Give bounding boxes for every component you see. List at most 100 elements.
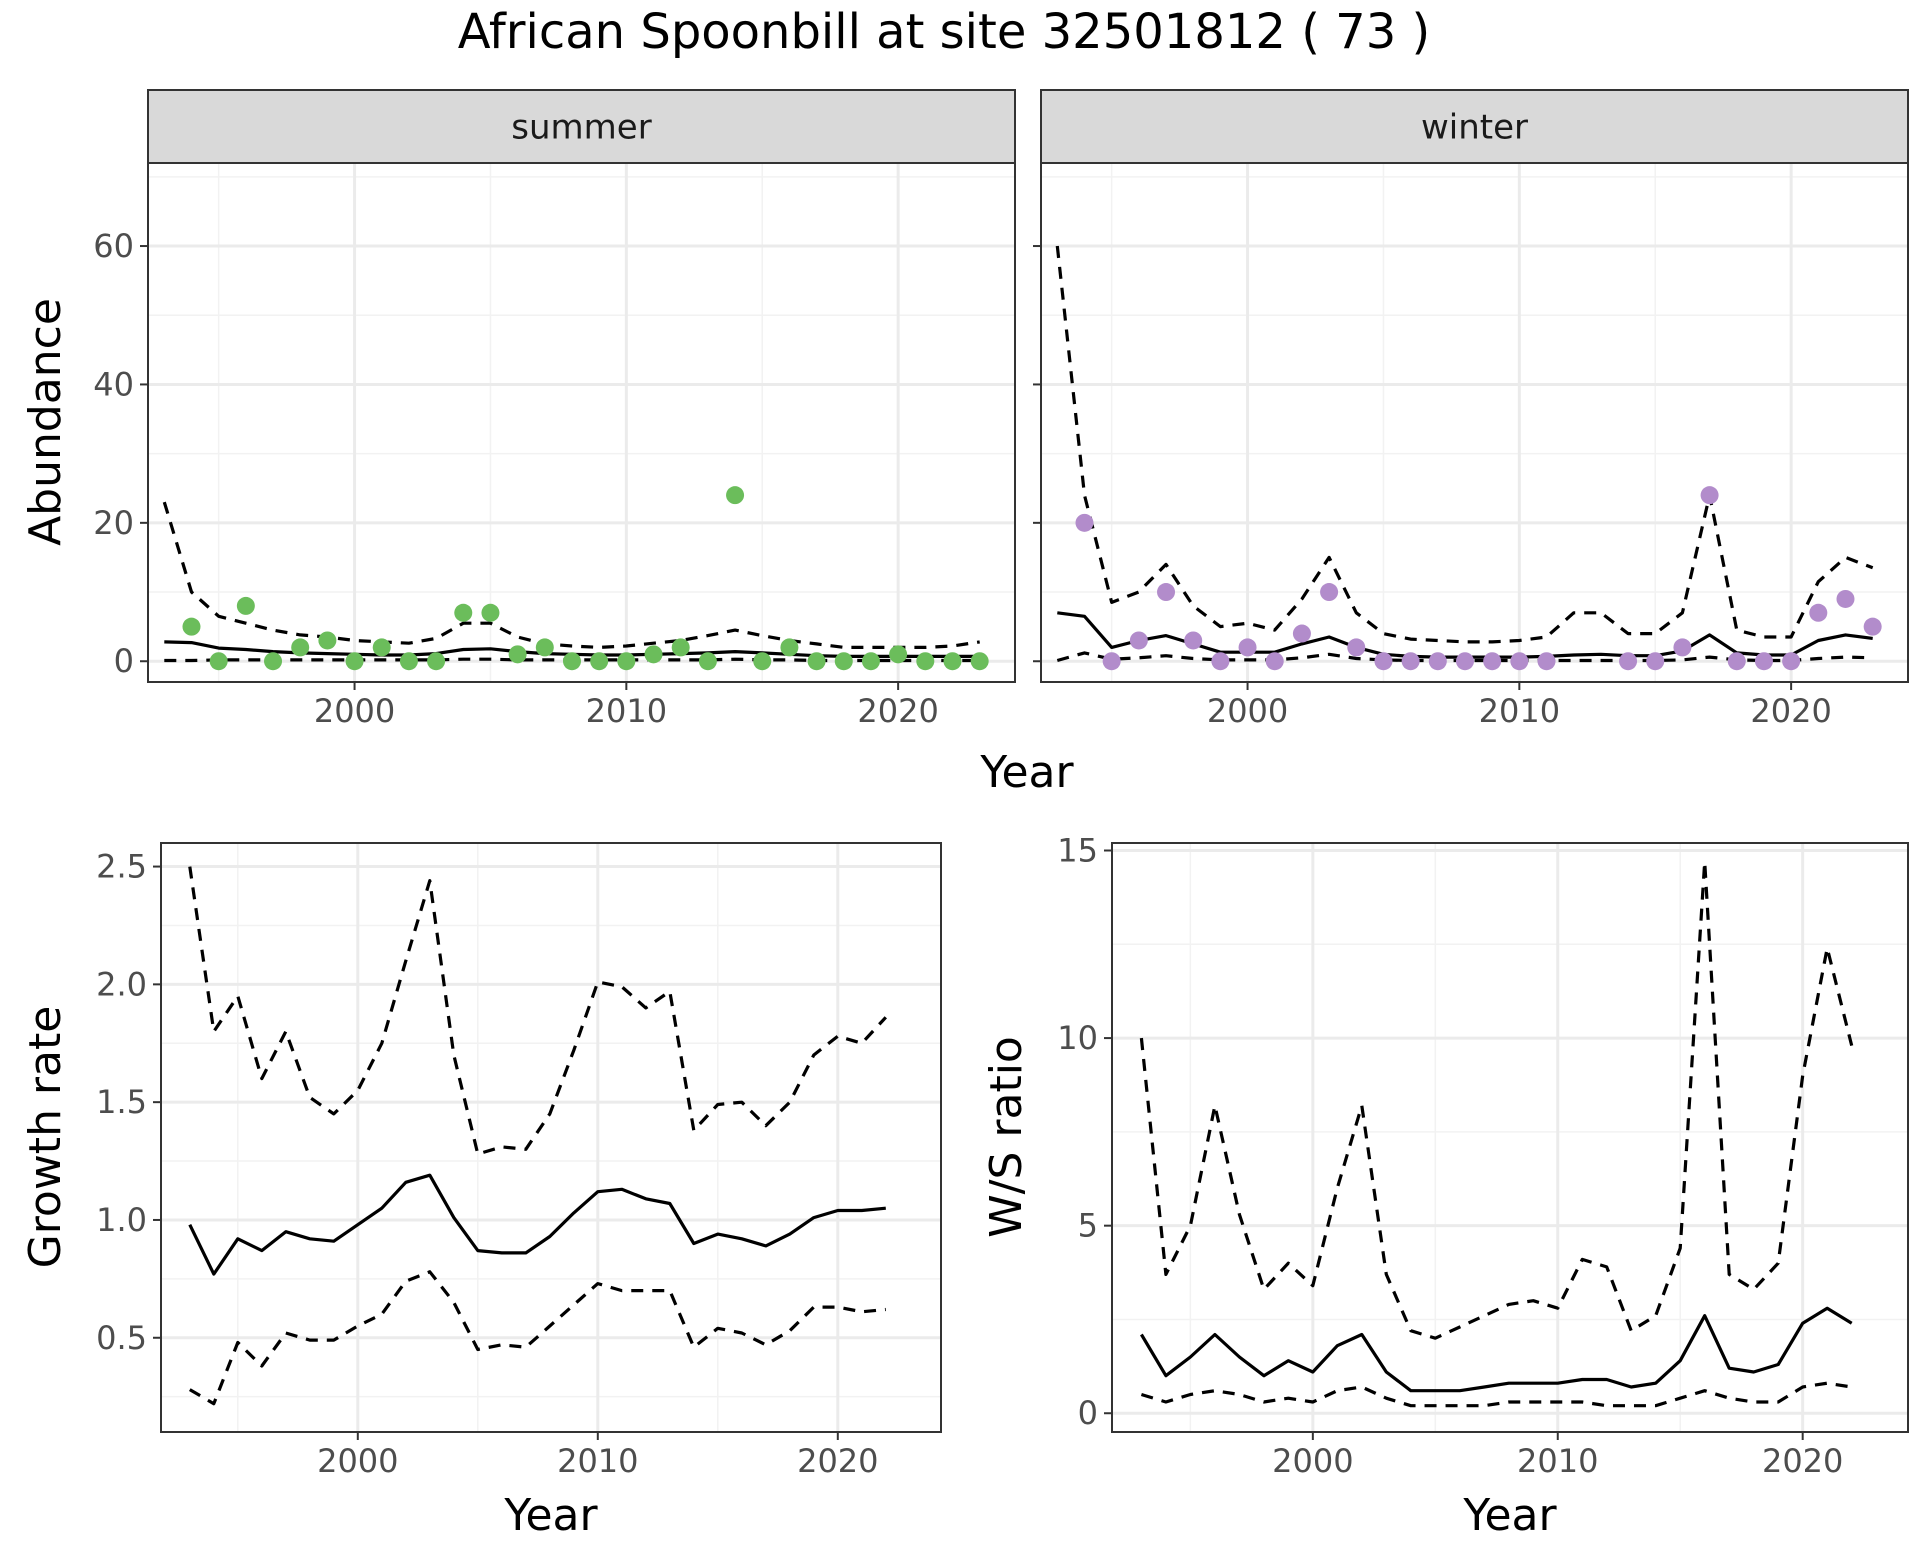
x-tick-label: 2010 — [586, 692, 667, 730]
facet-strip-label: summer — [511, 108, 651, 148]
x-tick-label: 2010 — [1479, 692, 1560, 730]
observation-point — [318, 631, 337, 650]
y-tick-label: 15 — [1057, 832, 1098, 870]
x-tick-label: 2000 — [1207, 692, 1288, 730]
observation-point — [1211, 652, 1230, 671]
observation-point — [1863, 617, 1882, 636]
observation-point — [780, 638, 799, 657]
observation-point — [1157, 583, 1176, 602]
x-tick-label: 2020 — [1762, 1442, 1843, 1480]
observation-point — [1619, 652, 1638, 671]
x-tick-label: 2000 — [317, 1442, 398, 1480]
x-tick-label: 2000 — [314, 692, 395, 730]
y-tick-label: 60 — [93, 227, 134, 265]
y-axis-title: Growth rate — [20, 1006, 71, 1269]
estimate-line — [188, 1173, 886, 1276]
observation-point — [590, 652, 609, 671]
observation-point — [1238, 638, 1257, 657]
panel-border — [1111, 842, 1909, 1433]
observation-point — [427, 652, 446, 671]
observation-point — [807, 652, 826, 671]
observation-point — [1646, 652, 1665, 671]
facet-strip — [147, 89, 1016, 164]
y-axis-title: W/S ratio — [981, 1036, 1032, 1238]
x-tick-label: 2020 — [797, 1442, 878, 1480]
observation-point — [236, 596, 255, 615]
observation-point — [264, 652, 283, 671]
ci-bound-line — [188, 866, 887, 1156]
ci-bound-line — [1140, 1381, 1852, 1408]
observation-point — [372, 638, 391, 657]
observation-point — [1455, 652, 1474, 671]
observation-point — [1836, 589, 1855, 608]
y-tick-label: 20 — [93, 504, 134, 542]
x-tick-label: 2020 — [1750, 692, 1831, 730]
observation-point — [1673, 638, 1692, 657]
panel-summer: summer 2000 2010 2020 0 20 40 60 Abundance — [20, 89, 1016, 730]
observation-point — [861, 652, 880, 671]
panel-border — [160, 842, 942, 1433]
y-tick-label: 0 — [114, 642, 134, 680]
observation-point — [726, 486, 745, 505]
y-tick-label: 0.5 — [96, 1319, 147, 1357]
facet-strip — [1040, 89, 1909, 164]
observation-point — [535, 638, 554, 657]
observation-point — [1374, 652, 1393, 671]
x-axis-title: Year — [1462, 1490, 1557, 1541]
observation-point — [1320, 583, 1339, 602]
x-tick-label: 2010 — [557, 1442, 638, 1480]
ci-bound-line — [1055, 245, 1874, 644]
observation-point — [481, 603, 500, 622]
x-tick-label: 2010 — [1517, 1442, 1598, 1480]
observation-point — [644, 645, 663, 664]
observation-point — [1129, 631, 1148, 650]
y-tick-label: 1.0 — [96, 1201, 147, 1239]
observation-point — [1782, 652, 1801, 671]
observation-point — [562, 652, 581, 671]
observation-point — [1265, 652, 1284, 671]
observation-point — [1510, 652, 1529, 671]
observation-point — [1428, 652, 1447, 671]
ci-bound-line — [162, 501, 980, 650]
observation-point — [834, 652, 853, 671]
observation-point — [1727, 652, 1746, 671]
observation-point — [508, 645, 527, 664]
observation-point — [1292, 624, 1311, 643]
observation-point — [671, 638, 690, 657]
observation-point — [1483, 652, 1502, 671]
y-tick-label: 10 — [1057, 1019, 1098, 1057]
estimate-line — [1140, 1306, 1853, 1393]
panel-border — [147, 162, 1016, 683]
observation-point — [399, 652, 418, 671]
y-tick-label: 40 — [93, 365, 134, 403]
y-tick-label: 2.5 — [96, 848, 147, 886]
y-axis-title: Abundance — [20, 298, 71, 546]
observation-point — [1075, 513, 1094, 532]
y-tick-label: 2.0 — [96, 965, 147, 1003]
ci-bound-line — [1139, 860, 1854, 1340]
observation-point — [182, 617, 201, 636]
observation-point — [1700, 486, 1719, 505]
observation-point — [1347, 638, 1366, 657]
observation-point — [1102, 652, 1121, 671]
observation-point — [916, 652, 935, 671]
observation-point — [291, 638, 310, 657]
observation-point — [454, 603, 473, 622]
y-tick-label: 5 — [1078, 1207, 1098, 1245]
top-row-x-axis-title: Year — [979, 747, 1074, 798]
observation-point — [209, 652, 228, 671]
x-tick-label: 2000 — [1272, 1442, 1353, 1480]
observation-point — [753, 652, 772, 671]
facet-strip-label: winter — [1421, 108, 1528, 148]
y-tick-label: 1.5 — [96, 1083, 147, 1121]
observation-point — [698, 652, 717, 671]
panel-ratio: 2000 2010 2020 0 5 10 15 W/S ratio Year — [981, 832, 1909, 1541]
observation-point — [1754, 652, 1773, 671]
observation-point — [1537, 652, 1556, 671]
observation-point — [617, 652, 636, 671]
observation-point — [943, 652, 962, 671]
panel-winter: winter 2000 2010 2020 — [1033, 89, 1909, 730]
x-axis-title: Year — [503, 1490, 598, 1541]
observation-point — [889, 645, 908, 664]
